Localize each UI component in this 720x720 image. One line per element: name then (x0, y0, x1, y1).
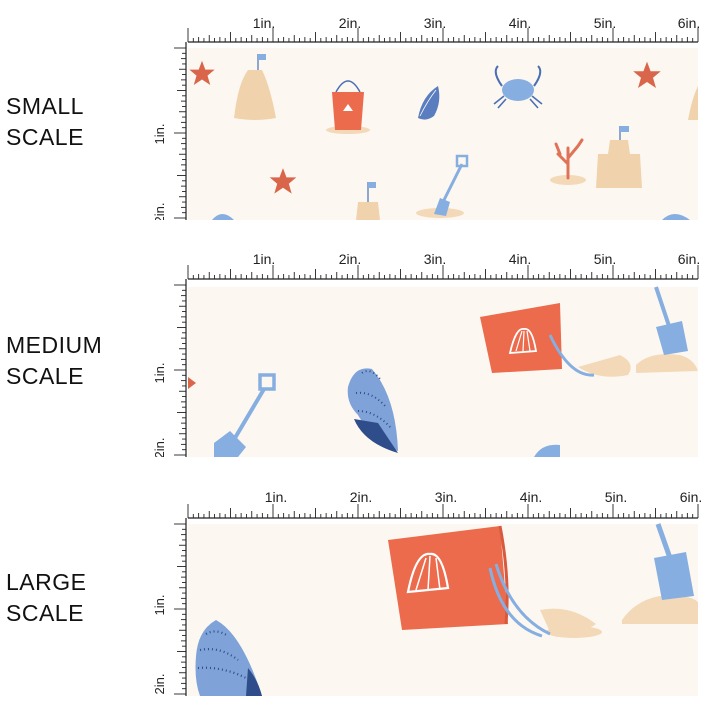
fabric-area (188, 48, 698, 220)
ruler-label: 2in. (339, 251, 362, 267)
coral-icon (550, 138, 586, 185)
crab-icon (212, 214, 690, 220)
starfish-icon (269, 168, 297, 194)
medium-scale-swatch: 1in. 2in. 3in. 4in. 5in. 6in. 1in. 2in. (150, 247, 720, 457)
ruler-label: 1in. (253, 15, 276, 31)
starfish-icon (189, 60, 215, 85)
shovel-icon (636, 286, 698, 373)
ruler-label: 4in. (520, 489, 543, 505)
label-line-2: SCALE (6, 600, 84, 626)
large-swatch-svg: 1in. 2in. 3in. 4in. 5in. 6in. 1in. 2in. (152, 489, 703, 696)
label-line-1: SMALL (6, 93, 84, 119)
label-line-2: SCALE (6, 124, 84, 150)
ruler-label: 2in. (350, 489, 373, 505)
ruler-label: 2in. (339, 15, 362, 31)
ruler-side (174, 518, 187, 696)
ruler-label: 3in. (435, 489, 458, 505)
ruler-top-labels: 1in. 2in. 3in. 4in. 5in. 6in. (253, 251, 701, 267)
ruler-label: 2in. (152, 203, 167, 220)
small-swatch-svg: 1in. 2in. 3in. 4in. 5in. 6in. 1in. 2in. (152, 15, 701, 220)
crab-icon (493, 65, 543, 109)
ruler-label: 5in. (605, 489, 628, 505)
ruler-label: 1in. (152, 595, 167, 616)
sand-bucket-icon (480, 303, 631, 377)
ruler-label: 4in. (509, 251, 532, 267)
label-line-1: LARGE (6, 569, 87, 595)
ruler-top (187, 504, 699, 519)
shovel-icon (214, 373, 276, 457)
ruler-label: 6in. (680, 489, 703, 505)
label-line-2: SCALE (6, 363, 84, 389)
ruler-label: 1in. (152, 363, 167, 384)
medium-swatch-svg: 1in. 2in. 3in. 4in. 5in. 6in. 1in. 2in. (152, 251, 701, 457)
ruler-side (174, 279, 187, 457)
seashell-icon (195, 620, 262, 696)
sand-bucket-icon (388, 525, 602, 638)
large-scale-label: LARGE SCALE (6, 567, 86, 629)
seashell-icon (534, 444, 560, 457)
ruler-top (187, 28, 699, 43)
ruler-top-labels: 1in. 2in. 3in. 4in. 5in. 6in. (265, 489, 703, 505)
ruler-side-labels: 1in. 2in. (152, 363, 167, 457)
starfish-icon (188, 377, 196, 389)
sandcastle-icon (688, 86, 698, 120)
ruler-label: 5in. (594, 251, 617, 267)
medium-scale-label: MEDIUM SCALE (6, 330, 102, 392)
ruler-label: 1in. (152, 124, 167, 145)
ruler-label: 4in. (509, 15, 532, 31)
sandcastle-icon (596, 126, 642, 188)
shovel-icon (416, 154, 469, 218)
seashell-icon (347, 368, 398, 453)
ruler-side (174, 42, 187, 220)
label-line-1: MEDIUM (6, 332, 103, 358)
ruler-label: 2in. (152, 438, 167, 457)
sand-bucket-icon (326, 80, 370, 134)
sandcastle-icon (356, 182, 380, 220)
ruler-label: 5in. (594, 15, 617, 31)
ruler-side-labels: 1in. 2in. (152, 595, 167, 695)
large-scale-swatch: 1in. 2in. 3in. 4in. 5in. 6in. 1in. 2in. (150, 484, 720, 696)
ruler-side-labels: 1in. 2in. (152, 124, 167, 220)
ruler-top (187, 265, 699, 280)
ruler-label: 2in. (152, 674, 167, 695)
shovel-icon (622, 523, 698, 624)
seashell-icon (418, 86, 440, 120)
starfish-icon (633, 61, 661, 88)
ruler-label: 1in. (253, 251, 276, 267)
sandcastle-icon (234, 54, 276, 120)
ruler-label: 6in. (678, 251, 701, 267)
ruler-label: 3in. (424, 15, 447, 31)
ruler-label: 3in. (424, 251, 447, 267)
ruler-top-labels: 1in. 2in. 3in. 4in. 5in. 6in. (253, 15, 701, 31)
small-scale-swatch: 1in. 2in. 3in. 4in. 5in. 6in. 1in. 2in. (150, 8, 720, 220)
ruler-label: 6in. (678, 15, 701, 31)
ruler-label: 1in. (265, 489, 288, 505)
small-scale-label: SMALL SCALE (6, 91, 84, 153)
